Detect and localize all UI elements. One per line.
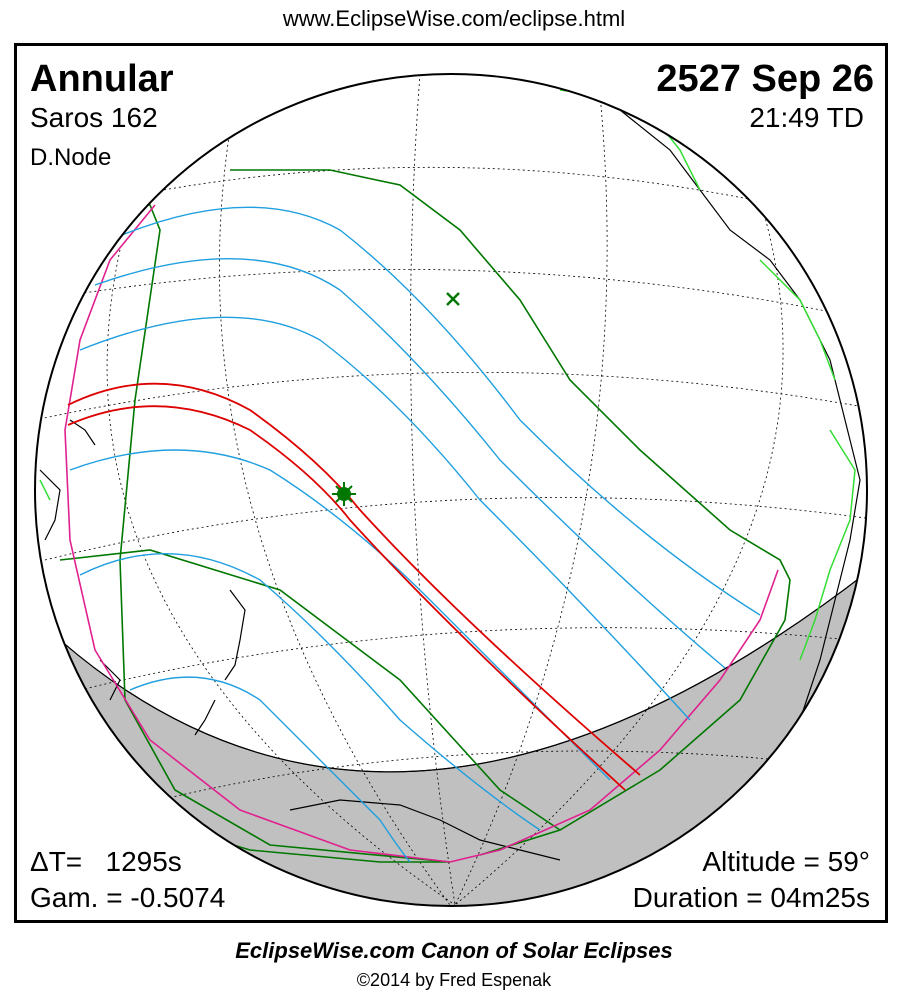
node-label: D.Node — [30, 144, 112, 171]
footer-title: EclipseWise.com Canon of Solar Eclipses — [235, 938, 673, 963]
delta-t: ΔT= 1295s — [30, 846, 182, 877]
terminator — [59, 569, 867, 773]
saros-label: Saros 162 — [30, 102, 158, 133]
eclipse-date: 2527 Sep 26 — [656, 58, 874, 100]
central-path — [67, 382, 641, 791]
gamma: Gam. = -0.5074 — [30, 882, 226, 913]
globe — [35, 74, 867, 906]
duration: Duration = 04m25s — [632, 882, 870, 913]
eclipse-time: 21:49 TD — [749, 102, 864, 133]
footer-copyright: ©2014 by Fred Espenak — [356, 970, 552, 990]
rise-set-curves — [64, 204, 779, 863]
globe-outline — [34, 73, 868, 907]
penumbral-curves — [69, 206, 761, 863]
subsolar-marker — [446, 292, 460, 306]
eclipse-type: Annular — [30, 58, 174, 100]
greatest-eclipse-marker — [332, 482, 356, 506]
map-frame — [14, 43, 888, 923]
site-url[interactable]: www.EclipseWise.com/eclipse.html — [282, 6, 626, 31]
altitude: Altitude = 59° — [702, 846, 870, 877]
